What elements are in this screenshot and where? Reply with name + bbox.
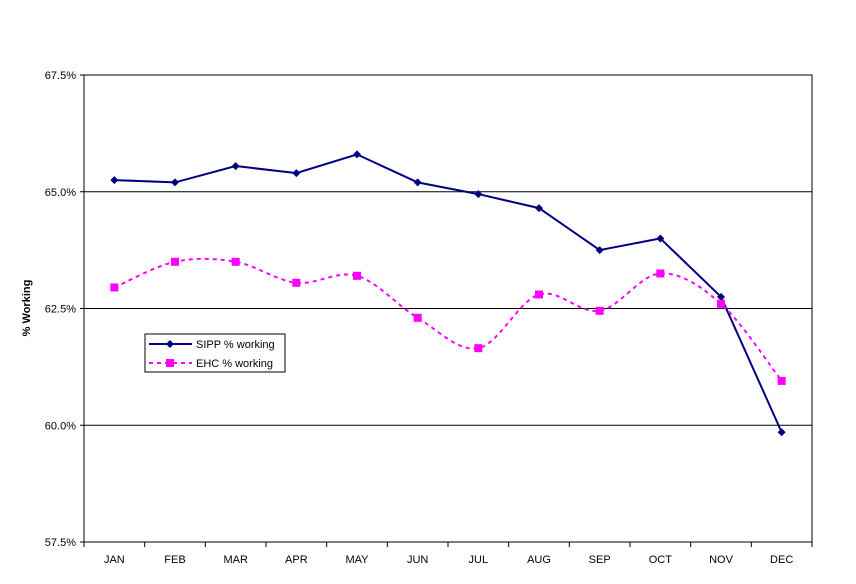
data-point-diamond <box>717 292 725 301</box>
data-point-square <box>595 306 604 315</box>
x-axis: JAN FEB MAR APR MAY JUN JUL AUG SEP OCT NOV DEC <box>83 542 813 566</box>
x-tick-label: SEP <box>589 554 611 566</box>
x-tick-label: DEC <box>770 554 793 566</box>
data-point-square <box>717 299 725 308</box>
series-group <box>110 150 786 437</box>
data-point-diamond <box>171 178 179 187</box>
data-point-square <box>413 313 422 322</box>
x-tick-label: APR <box>285 554 308 566</box>
data-point-square <box>474 344 483 353</box>
gridlines <box>84 191 812 426</box>
data-point-square <box>231 257 240 266</box>
series-ehc <box>110 257 786 385</box>
y-axis-title: % Working <box>21 280 33 337</box>
data-point-diamond <box>656 234 665 243</box>
y-tick-label: 67.5% <box>45 70 76 82</box>
data-point-square <box>353 271 361 280</box>
data-point-diamond <box>413 178 422 187</box>
data-point-square <box>110 283 119 292</box>
x-tick-label: JUL <box>469 554 489 566</box>
legend-marker-ehc <box>166 359 174 367</box>
data-point-diamond <box>595 246 604 255</box>
y-tick-label: 60.0% <box>45 420 76 432</box>
data-point-diamond <box>474 190 483 199</box>
x-tick-label: OCT <box>649 554 673 566</box>
x-tick-label: NOV <box>709 554 734 566</box>
x-tick-label: JUN <box>407 554 428 566</box>
data-point-square <box>656 269 665 278</box>
x-tick-label: MAR <box>223 554 248 566</box>
legend-marker-sipp <box>166 340 174 348</box>
x-tick-label: JAN <box>104 554 125 566</box>
data-point-square <box>171 257 179 266</box>
data-point-diamond <box>110 176 119 185</box>
legend-label-sipp: SIPP % working <box>196 339 275 351</box>
series-line <box>113 257 783 382</box>
data-point-square <box>292 278 301 287</box>
series-sipp <box>110 150 786 437</box>
x-tick-label: AUG <box>527 554 551 566</box>
data-point-square <box>535 290 543 299</box>
legend: SIPP % working EHC % working <box>144 333 286 373</box>
legend-label-ehc: EHC % working <box>196 358 273 370</box>
data-point-diamond <box>353 150 361 159</box>
data-point-square <box>777 376 786 385</box>
y-axis: 57.5% 60.0% 62.5% 65.0% 67.5% <box>45 70 84 549</box>
x-tick-label: FEB <box>164 554 185 566</box>
y-tick-label: 57.5% <box>45 537 76 549</box>
series-line <box>114 153 783 433</box>
data-point-diamond <box>292 169 301 178</box>
y-tick-label: 65.0% <box>45 187 76 199</box>
y-tick-label: 62.5% <box>45 304 76 316</box>
data-point-diamond <box>231 162 240 171</box>
x-tick-label: MAY <box>345 554 369 566</box>
data-point-diamond <box>777 428 786 437</box>
data-point-diamond <box>535 204 543 213</box>
